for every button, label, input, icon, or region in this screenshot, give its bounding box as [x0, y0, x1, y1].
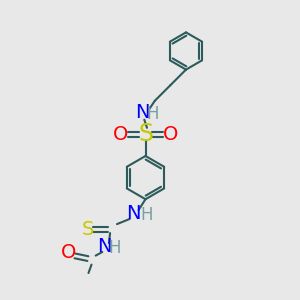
Text: O: O: [61, 243, 76, 262]
Text: O: O: [113, 125, 128, 144]
Text: N: N: [126, 204, 141, 223]
Text: H: H: [140, 206, 153, 224]
Text: H: H: [109, 239, 121, 257]
Text: H: H: [146, 105, 159, 123]
Text: S: S: [82, 220, 94, 239]
Text: O: O: [163, 125, 178, 144]
Text: N: N: [97, 237, 111, 256]
Text: N: N: [135, 103, 149, 122]
Text: S: S: [138, 122, 153, 146]
